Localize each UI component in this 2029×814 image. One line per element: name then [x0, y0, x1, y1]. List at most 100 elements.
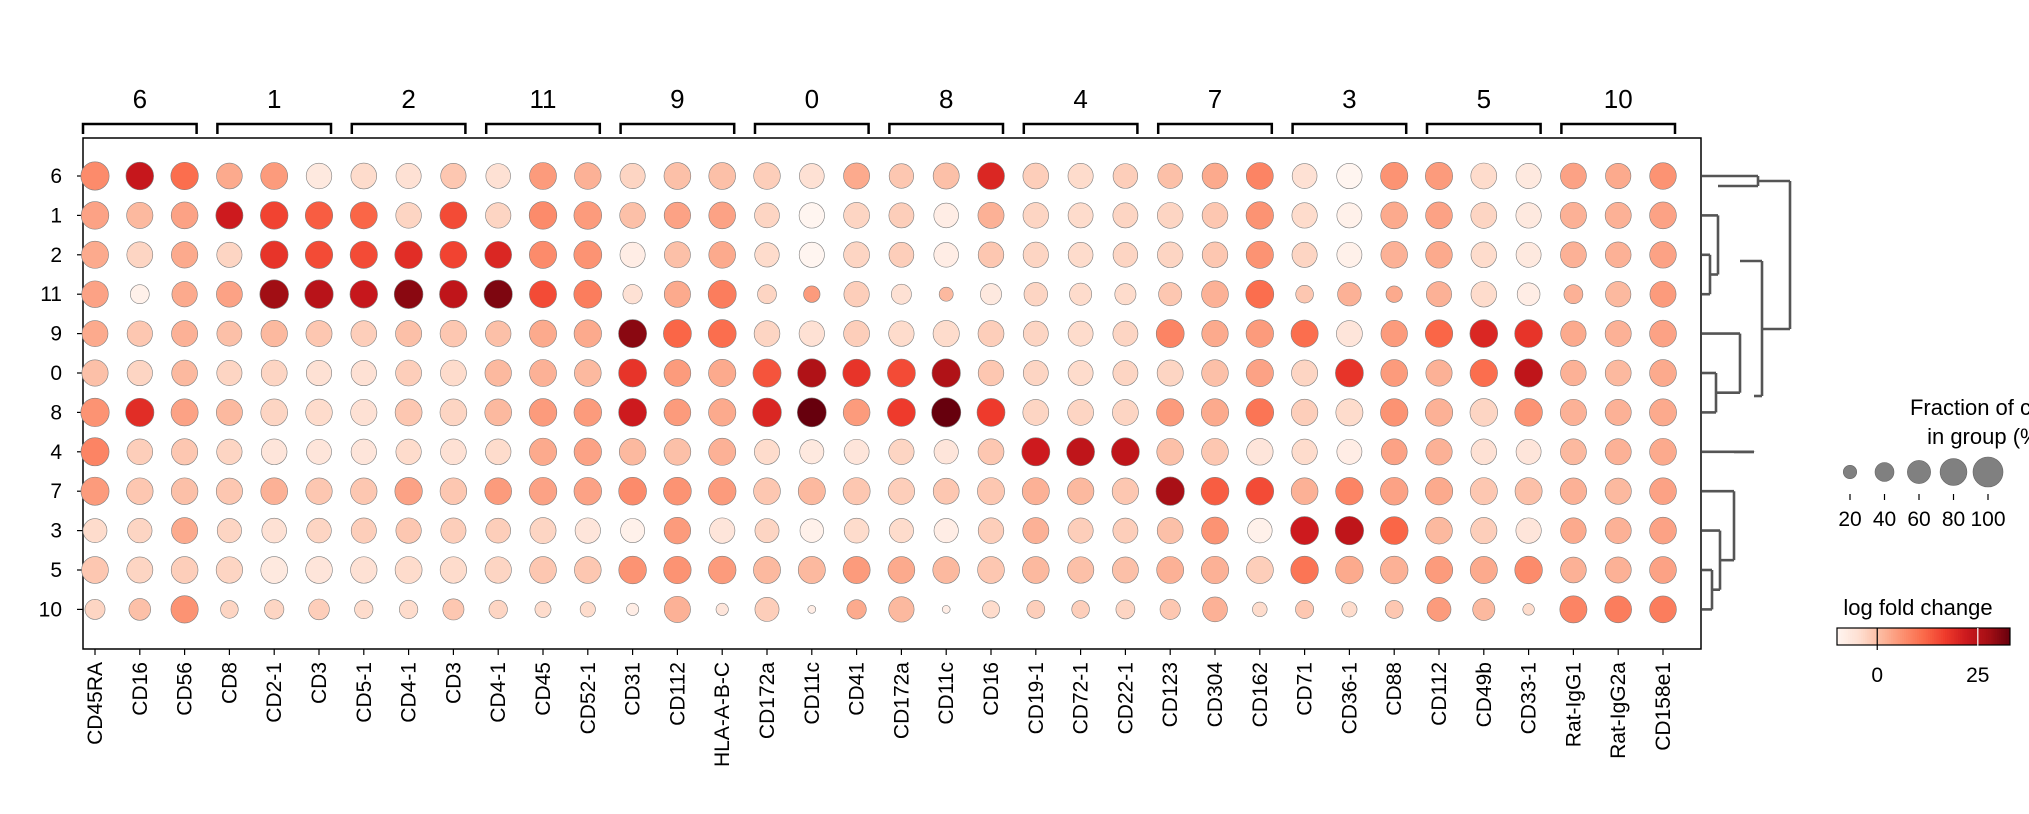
dot-marker — [752, 358, 782, 388]
x-tick-label: CD45RA — [84, 662, 107, 745]
dot-marker — [1202, 596, 1228, 623]
dot-marker — [573, 279, 603, 309]
colorbar-segment — [1882, 628, 1885, 645]
dot-marker — [484, 556, 512, 584]
dot-marker — [1604, 595, 1632, 624]
dot-marker — [216, 438, 243, 465]
dot-marker — [797, 358, 827, 388]
dot-marker — [306, 517, 332, 544]
dot-marker — [1649, 556, 1677, 584]
dot-marker — [977, 517, 1005, 544]
group-bracket-line — [753, 122, 870, 134]
dot-marker — [485, 517, 511, 544]
dot-marker — [82, 518, 108, 543]
dot-marker — [1604, 399, 1632, 426]
dot-marker — [304, 279, 334, 309]
dot-marker — [354, 599, 374, 619]
dot-marker — [260, 240, 289, 269]
dot-marker — [664, 241, 691, 269]
dot-marker — [529, 240, 557, 269]
dot-marker — [1022, 241, 1049, 268]
dot-marker — [708, 359, 737, 387]
dot-marker — [1380, 398, 1409, 427]
dot-marker — [1290, 516, 1319, 545]
dot-marker — [170, 398, 199, 427]
group-bracket-line — [484, 122, 602, 134]
dot-marker — [442, 598, 465, 621]
dot-marker — [663, 162, 692, 190]
colorbar-segment — [1899, 628, 1903, 645]
colorbar-segment — [1886, 628, 1890, 645]
dot-marker — [938, 286, 954, 302]
dot-marker — [1201, 320, 1229, 348]
colorbar-segment — [1929, 628, 1933, 645]
colorbar-segment — [1871, 628, 1875, 645]
dot-marker — [707, 319, 737, 348]
dot-marker — [1380, 320, 1408, 348]
dot-marker — [1021, 437, 1051, 467]
dot-marker — [1245, 319, 1274, 348]
dot-marker — [1201, 162, 1229, 190]
dot-marker — [216, 280, 243, 308]
dot-marker — [1112, 360, 1139, 386]
dot-marker — [757, 284, 777, 304]
dot-marker — [349, 280, 378, 309]
x-tick-label: CD4-1 — [487, 662, 510, 723]
dot-marker — [1380, 241, 1408, 269]
dot-marker — [1470, 162, 1498, 190]
dot-marker — [797, 556, 826, 584]
dot-marker — [1469, 477, 1498, 506]
dot-marker — [528, 398, 558, 427]
dot-marker — [1560, 359, 1587, 387]
dot-marker — [1291, 359, 1318, 387]
colorbar-segment — [1912, 628, 1916, 645]
dot-marker — [1336, 202, 1363, 229]
dot-marker — [1156, 556, 1184, 584]
group-bracket-label: 4 — [1073, 84, 1087, 114]
dendrogram — [1702, 174, 1792, 611]
dot-marker — [260, 398, 288, 427]
colorbar-segment — [1901, 628, 1905, 645]
dot-marker — [1022, 320, 1049, 347]
dot-marker — [126, 359, 153, 387]
dot-marker — [798, 241, 825, 268]
dot-marker — [529, 319, 557, 348]
dot-marker — [1335, 358, 1364, 388]
x-tick-label: CD172a — [756, 662, 779, 739]
dot-marker — [170, 201, 199, 230]
color-legend: log fold change 0 25 — [1836, 595, 2011, 687]
colorbar-segment — [1927, 628, 1931, 645]
dot-marker — [1605, 281, 1632, 308]
dot-marker — [933, 518, 959, 544]
dot-marker — [216, 241, 243, 268]
dot-marker — [977, 202, 1005, 229]
dot-marker — [977, 359, 1005, 387]
dot-marker — [1425, 241, 1453, 269]
dot-marker — [1335, 477, 1364, 506]
dot-marker — [843, 320, 870, 347]
dot-marker — [663, 438, 692, 466]
dot-marker — [708, 477, 737, 506]
colorbar-segment — [1936, 628, 1940, 645]
y-tick-label: 3 — [50, 520, 62, 543]
dot-marker — [663, 280, 691, 308]
y-tick-label: 5 — [50, 559, 62, 582]
colorbar-segment — [1919, 628, 1922, 645]
dot-marker — [626, 602, 640, 616]
dot-marker — [170, 556, 199, 584]
colorbar-segment — [1992, 628, 1996, 645]
dot-marker — [1252, 601, 1268, 618]
dot-marker — [1425, 438, 1453, 466]
colorbar-segment — [1856, 628, 1860, 645]
dot-marker — [1247, 517, 1273, 544]
dot-marker — [891, 283, 912, 305]
dot-marker — [1245, 201, 1274, 230]
dot-marker — [1380, 359, 1408, 387]
dot-marker — [843, 241, 870, 269]
dot-marker — [573, 319, 602, 348]
dot-marker — [1337, 282, 1362, 307]
dot-marker — [260, 320, 288, 348]
dot-marker — [171, 241, 199, 269]
dot-marker — [1067, 556, 1095, 584]
dot-marker — [81, 359, 109, 387]
